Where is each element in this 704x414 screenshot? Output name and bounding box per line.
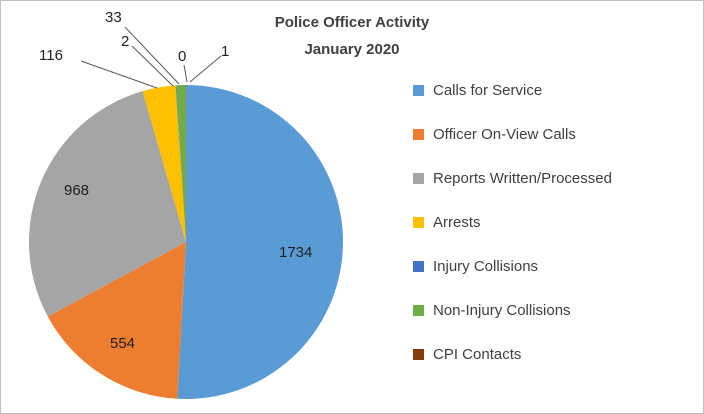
data-label-injury: 2 — [121, 33, 130, 50]
data-label-calls: 1734 — [279, 244, 313, 261]
pie-slice-arrests[interactable] — [142, 85, 186, 242]
leader-line-non-injury — [124, 26, 180, 85]
legend-item-calls-for-service[interactable]: Calls for Service — [413, 68, 612, 112]
pie-slice-calls-for-service[interactable] — [177, 85, 343, 399]
pie-slice-reports-written-processed[interactable] — [28, 91, 186, 317]
leader-line-injury — [131, 45, 174, 87]
data-label-cpi: 1 — [221, 43, 230, 60]
chart-legend: Calls for Service Officer On-View Calls … — [413, 68, 612, 376]
legend-label: Reports Written/Processed — [433, 169, 612, 187]
data-label-zero: 0 — [178, 48, 187, 65]
legend-swatch-icon — [413, 128, 424, 140]
pie-slice-non-injury-collisions[interactable] — [176, 85, 186, 242]
pie-slice-officer-on-view-calls[interactable] — [47, 242, 186, 399]
legend-item-arrests[interactable]: Arrests — [413, 200, 612, 244]
legend-swatch-icon — [413, 216, 424, 228]
legend-label: CPI Contacts — [433, 345, 522, 363]
legend-swatch-icon — [413, 260, 424, 272]
chart-title: Police Officer Activity January 2020 — [1, 9, 703, 63]
legend-label: Injury Collisions — [433, 257, 539, 275]
pie-slices — [28, 84, 343, 399]
legend-label: Non-Injury Collisions — [433, 301, 571, 319]
data-label-onview: 554 — [110, 335, 136, 352]
legend-swatch-icon — [413, 348, 424, 360]
chart-title-line2: January 2020 — [304, 41, 400, 58]
leader-line-cpi — [189, 55, 222, 83]
legend-swatch-icon — [413, 84, 424, 96]
legend-swatch-icon — [413, 304, 424, 316]
pie-slice-injury-collisions[interactable] — [175, 85, 186, 242]
data-label-arrests: 116 — [39, 47, 63, 64]
legend-item-reports-written-processed[interactable]: Reports Written/Processed — [413, 156, 612, 200]
legend-swatch-icon — [413, 172, 424, 184]
legend-label: Arrests — [433, 213, 481, 231]
data-label-reports: 968 — [64, 182, 90, 199]
leader-line-arrests — [80, 60, 158, 89]
legend-item-officer-on-view-calls[interactable]: Officer On-View Calls — [413, 112, 612, 156]
legend-item-injury-collisions[interactable]: Injury Collisions — [413, 244, 612, 288]
legend-label: Officer On-View Calls — [433, 125, 576, 143]
legend-item-cpi-contacts[interactable]: CPI Contacts — [413, 332, 612, 376]
legend-label: Calls for Service — [433, 81, 543, 99]
chart-title-line1: Police Officer Activity — [274, 14, 430, 31]
leader-line-zero — [183, 64, 188, 83]
data-label-non-injury: 33 — [105, 9, 122, 26]
legend-item-non-injury-collisions[interactable]: Non-Injury Collisions — [413, 288, 612, 332]
